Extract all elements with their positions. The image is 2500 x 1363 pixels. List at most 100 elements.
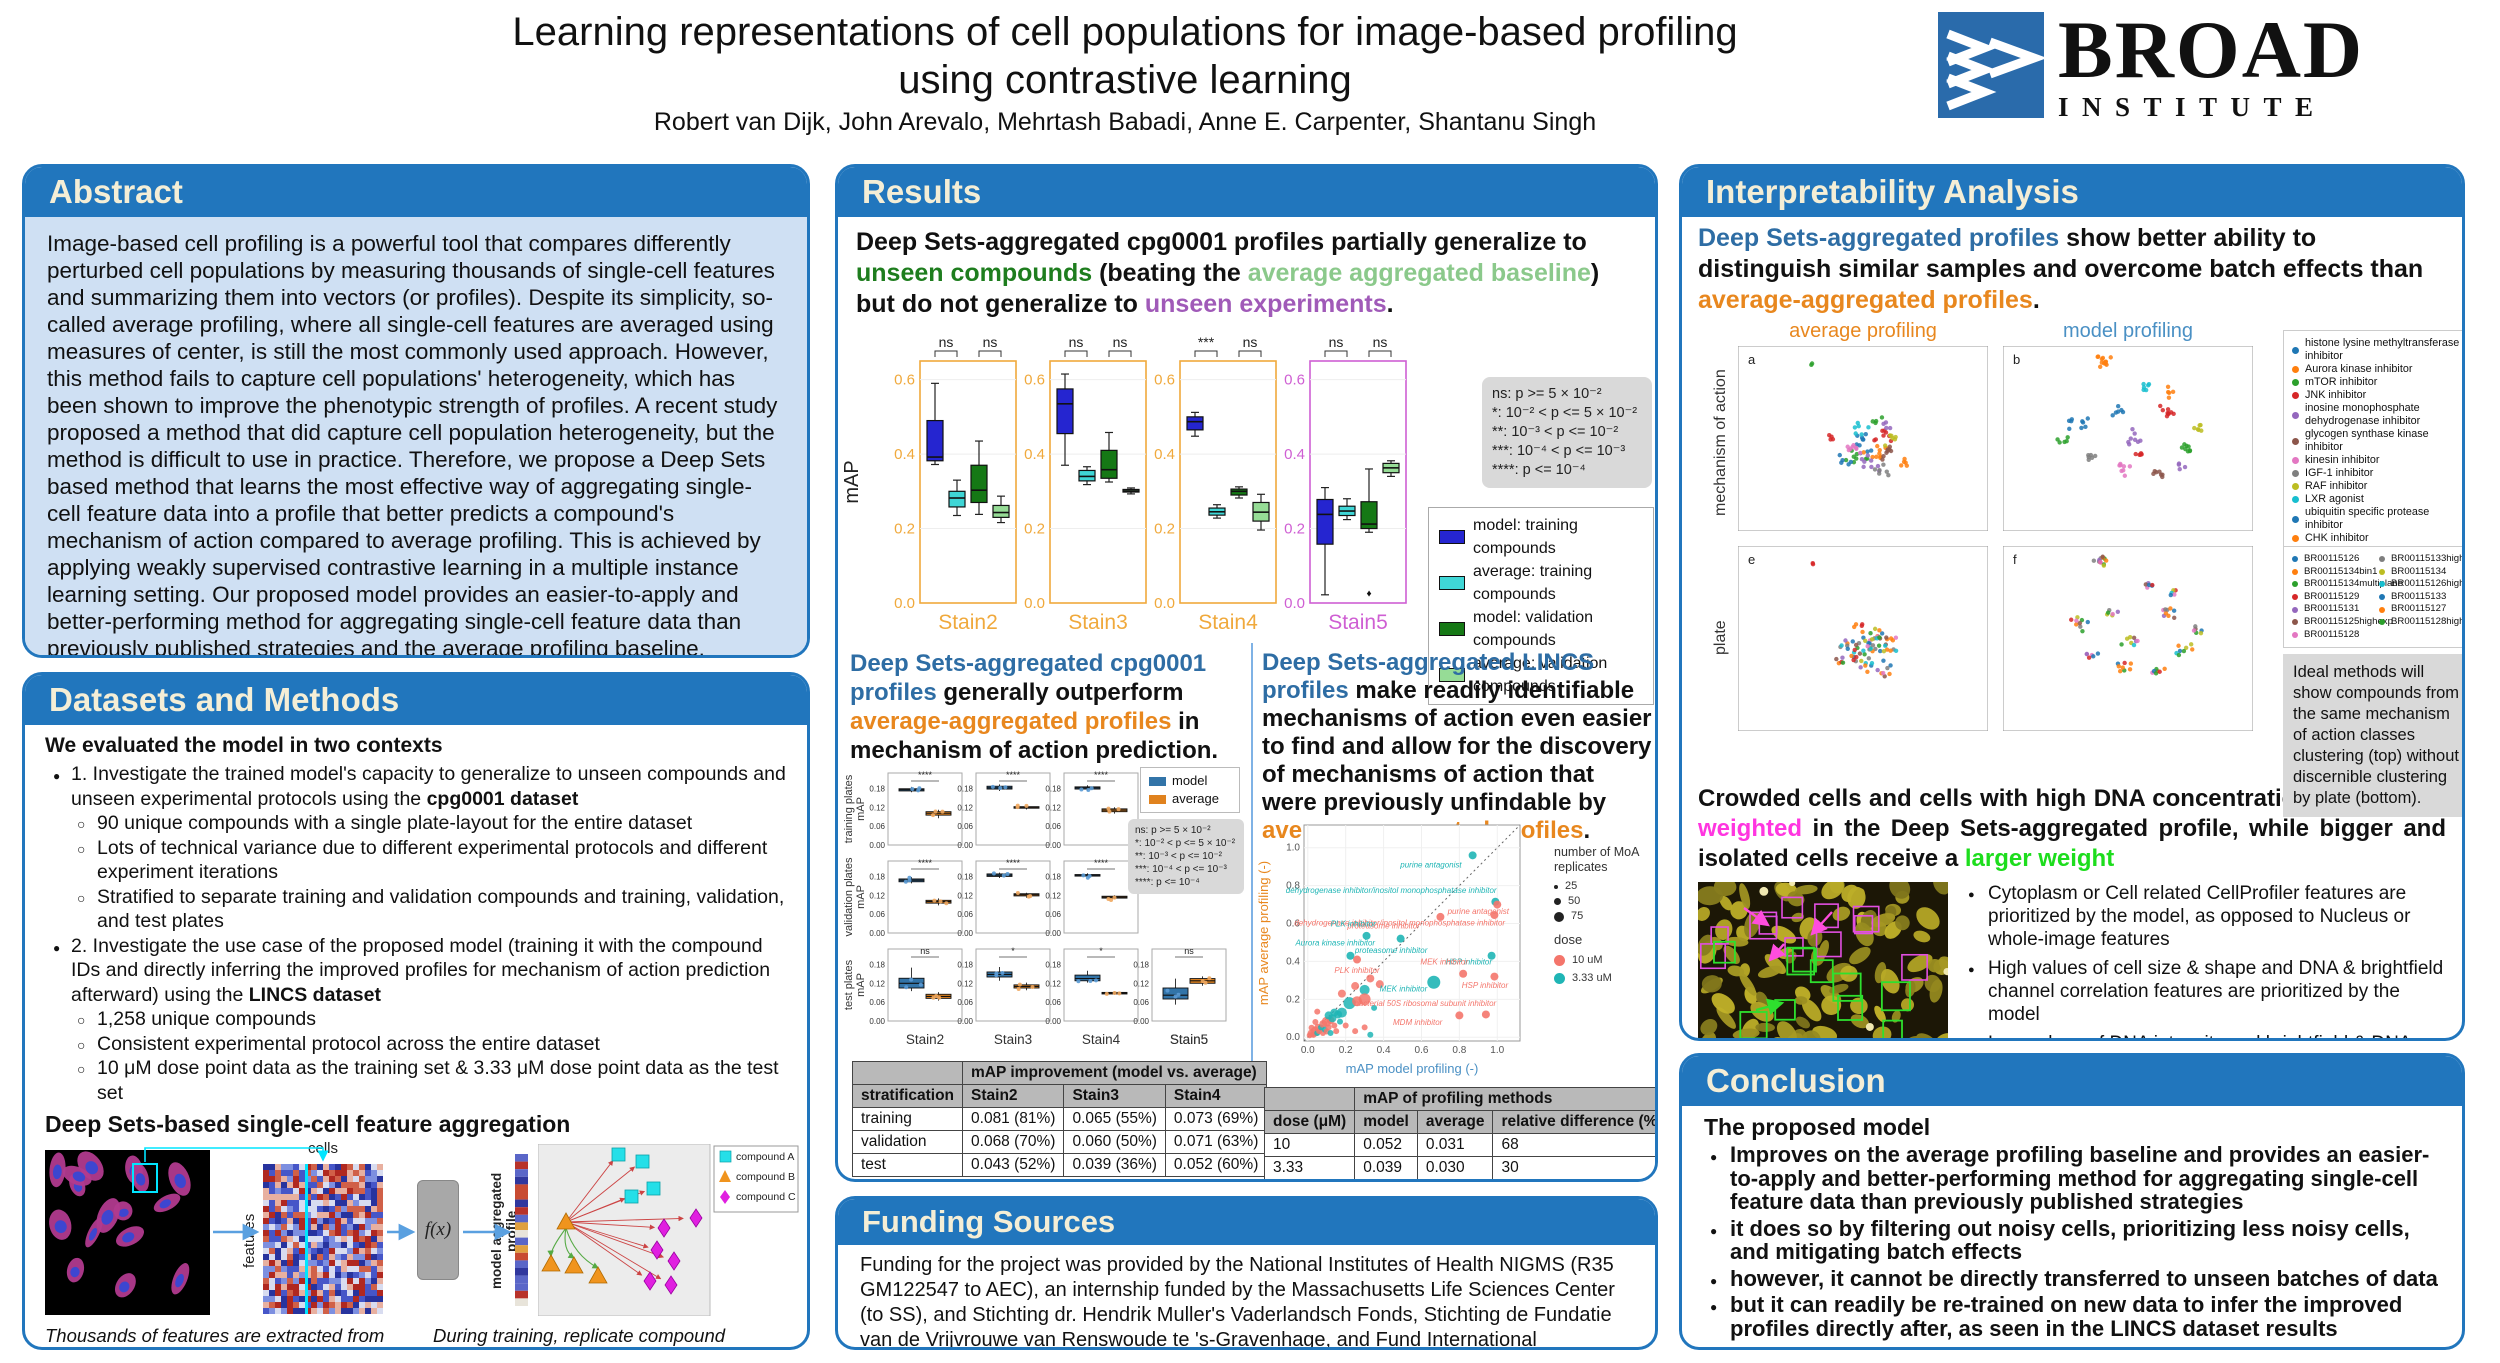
aggregation-function-box: f(x) — [417, 1180, 459, 1280]
plate-legend-item: BR00115133 — [2379, 591, 2460, 604]
conclusion-bullet: but it can readily be re-trained on new … — [1704, 1293, 2440, 1340]
svg-text:0.06: 0.06 — [1133, 998, 1149, 1007]
svg-text:proteasome inhibitor: proteasome inhibitor — [1354, 946, 1428, 955]
svg-text:0.18: 0.18 — [957, 784, 973, 793]
conclusion-bullet: Improves on the average profiling baseli… — [1704, 1143, 2440, 1214]
svg-text:Stain3: Stain3 — [994, 1032, 1032, 1047]
figure-caption-right: During training, replicate compound prof… — [433, 1325, 726, 1346]
svg-text:ns: ns — [1184, 946, 1194, 956]
moa-legend-item: kinesin inhibitor — [2292, 454, 2460, 467]
svg-text:0.00: 0.00 — [869, 841, 885, 850]
svg-text:*: * — [1099, 946, 1103, 956]
svg-text:a: a — [1748, 352, 1756, 367]
plate-legend-dot — [2379, 619, 2385, 626]
size-legend-item: 75 — [1554, 909, 1655, 924]
svg-text:mAP model profiling (-): mAP model profiling (-) — [1346, 1061, 1479, 1076]
svg-text:0.0: 0.0 — [1154, 595, 1175, 612]
title-line-2: using contrastive learning — [898, 58, 1352, 102]
plate-legend: BR00115126 BR00115134bin1 BR00115134multip… — [2283, 546, 2462, 649]
plate-legend-item: BR00115126highexp — [2379, 578, 2462, 591]
svg-text:0.4: 0.4 — [1286, 956, 1300, 967]
features-axis-label: features — [241, 1213, 258, 1269]
methods-section: Datasets and Methods We evaluated the mo… — [22, 672, 810, 1350]
svg-text:0.0: 0.0 — [1286, 1032, 1300, 1043]
methods-captions: Thousands of features are extracted from… — [45, 1324, 787, 1347]
lincs-scatter-svg: 0.00.0 0.2 0.2 0.4 0.4 0.6 0.6 0.8 0.8 1.0 1.0 puri… — [1256, 824, 1521, 1076]
svg-text:0.0: 0.0 — [894, 595, 915, 612]
svg-text:0.06: 0.06 — [1045, 910, 1061, 919]
plate-legend-dot — [2292, 594, 2298, 601]
svg-text:0.2: 0.2 — [1154, 521, 1175, 538]
svg-text:0.2: 0.2 — [894, 521, 915, 538]
svg-text:0.12: 0.12 — [869, 891, 885, 900]
svg-text:0.12: 0.12 — [1045, 891, 1061, 900]
plate-legend-dot — [2292, 619, 2298, 626]
svg-text:b: b — [2013, 352, 2020, 367]
svg-text:PLK inhibitor: PLK inhibitor — [1334, 966, 1380, 975]
legend-swatch — [1149, 776, 1166, 786]
plate-legend-dot — [2292, 556, 2298, 563]
methods-sub-bullet: 1,258 unique compounds — [45, 1007, 787, 1032]
svg-text:MDM inhibitor: MDM inhibitor — [1393, 1018, 1443, 1027]
svg-text:0.18: 0.18 — [957, 872, 973, 881]
svg-text:0.18: 0.18 — [1045, 960, 1061, 969]
svg-text:Aurora kinase inhibitor: Aurora kinase inhibitor — [1294, 938, 1375, 947]
svg-text:0.00: 0.00 — [1045, 841, 1061, 850]
funding-body: Funding for the project was provided by … — [860, 1254, 1615, 1350]
broad-logo: BROAD INSTITUTE — [1938, 9, 2364, 123]
svg-text:ns: ns — [983, 334, 998, 350]
moa-legend-dot — [2292, 437, 2299, 445]
svg-text:0.00: 0.00 — [869, 1017, 885, 1026]
svg-text:MEK inhibitor: MEK inhibitor — [1380, 985, 1428, 994]
plate-legend-dot — [2292, 631, 2298, 638]
svg-text:0.18: 0.18 — [1045, 872, 1061, 881]
svg-text:0.12: 0.12 — [1045, 803, 1061, 812]
moa-legend-item: IGF-1 inhibitor — [2292, 467, 2460, 480]
svg-text:0.0: 0.0 — [1301, 1045, 1315, 1056]
svg-text:dehydrogenase inhibitor/inosit: dehydrogenase inhibitor/inositol monopho… — [1286, 886, 1497, 895]
plate-legend-item: BR00115133highexp — [2379, 553, 2462, 566]
svg-text:0.06: 0.06 — [869, 910, 885, 919]
interpretability-body: Deep Sets-aggregated profiles show bette… — [1682, 217, 2462, 1038]
svg-text:0.2: 0.2 — [1284, 521, 1305, 538]
svg-text:compound C: compound C — [736, 1191, 796, 1203]
abstract-section: Abstract Image-based cell profiling is a… — [22, 164, 810, 658]
results-column-divider — [1251, 643, 1253, 1175]
methods-subheading: Deep Sets-based single-cell feature aggr… — [45, 1111, 571, 1137]
svg-text:0.18: 0.18 — [1133, 960, 1149, 969]
results-header: Results — [838, 167, 1655, 217]
single-cell-feature-heatmap — [263, 1164, 383, 1314]
svg-text:0.8: 0.8 — [1452, 1045, 1466, 1056]
pvalue-key-small: ns: p >= 5 × 10⁻² *: 10⁻² < p <= 5 × 10⁻²… — [1128, 819, 1244, 894]
plate-legend-item: BR00115128highexp — [2379, 616, 2462, 629]
svg-text:****: **** — [918, 770, 933, 780]
legend-item: model: training compounds — [1439, 514, 1643, 560]
generalization-boxplot-chart: mAP 0.0 0.2 0.4 0.6 ns ns Stain2 0.0 0.2 0.4 0.6 ns n… — [841, 325, 1655, 705]
svg-text:****: **** — [1006, 858, 1021, 868]
svg-text:0.12: 0.12 — [1045, 979, 1061, 988]
poster-title: Learning representations of cell populat… — [430, 8, 1820, 104]
svg-text:compound B: compound B — [736, 1171, 795, 1183]
moa-legend-item: ubiquitin specific protease inhibitor — [2292, 506, 2460, 532]
dose-legend-item: 10 uM — [1554, 951, 1655, 969]
svg-text:Stain5: Stain5 — [1328, 611, 1388, 634]
umap-panel-b: b — [2003, 346, 2253, 531]
svg-text:ns: ns — [1243, 334, 1258, 350]
svg-text:0.06: 0.06 — [957, 910, 973, 919]
moa-legend-item: CHK inhibitor — [2292, 532, 2460, 545]
svg-text:***: *** — [1198, 334, 1215, 350]
svg-text:compound A: compound A — [736, 1151, 794, 1163]
svg-text:0.6: 0.6 — [1415, 1045, 1429, 1056]
moa-legend-dot — [2292, 411, 2299, 419]
results-section: Results Deep Sets-aggregated cpg0001 pro… — [835, 164, 1658, 1182]
moa-legend-item: histone lysine methyltransferase inhibit… — [2292, 337, 2460, 363]
svg-text:1.0: 1.0 — [1286, 843, 1300, 854]
plate-legend-item: BR00115126 — [2292, 553, 2373, 566]
abstract-body: Image-based cell profiling is a powerful… — [25, 217, 807, 655]
methods-sub-bullet: Lots of technical variance due to differ… — [45, 836, 787, 885]
svg-text:ns: ns — [1329, 334, 1344, 350]
svg-text:ns: ns — [1069, 334, 1084, 350]
svg-text:0.0: 0.0 — [1284, 595, 1305, 612]
svg-text:0.6: 0.6 — [894, 372, 915, 389]
legend-item: average — [1149, 790, 1231, 808]
